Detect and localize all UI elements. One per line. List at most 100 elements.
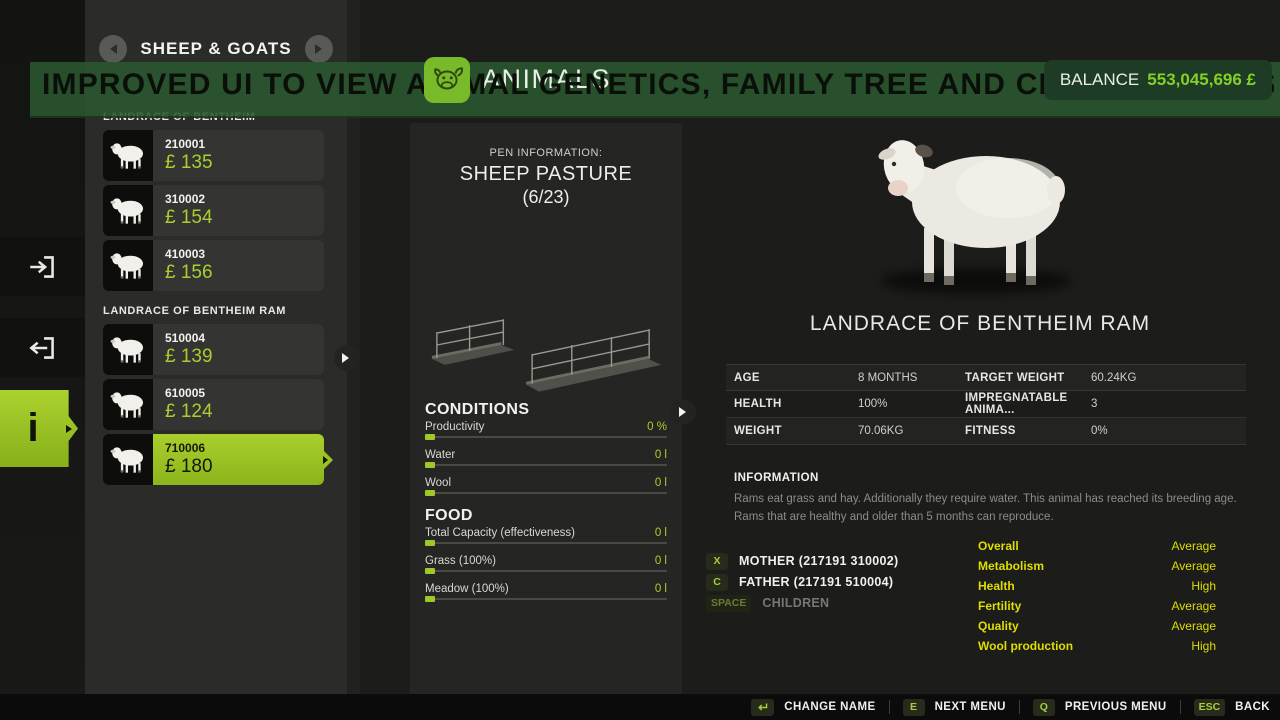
genetics-row: Metabolism Average <box>978 556 1216 576</box>
genetics-label: Metabolism <box>978 559 1045 573</box>
food-row: Meadow (100%) 0 l <box>425 583 667 609</box>
sheep-thumbnail-icon <box>103 130 153 181</box>
animal-list-item[interactable]: 510004 £ 139 <box>103 324 324 375</box>
genetics-row: Overall Average <box>978 536 1216 556</box>
sheep-thumbnail-icon <box>103 324 153 375</box>
genetics-value: High <box>1191 579 1216 593</box>
genetics-label: Fertility <box>978 599 1022 613</box>
food-value: 0 l <box>654 583 667 595</box>
animal-list-item[interactable]: 610005 £ 124 <box>103 379 324 430</box>
stat-label: FITNESS <box>965 425 1016 437</box>
genetics-value: High <box>1191 639 1216 653</box>
progress-bar <box>425 462 667 468</box>
genetics-label: Overall <box>978 539 1019 553</box>
animal-list-item-selected[interactable]: 710006 £ 180 <box>103 434 333 485</box>
animal-id: 310002 <box>165 192 206 206</box>
information-text: Rams eat grass and hay. Additionally the… <box>734 493 1237 524</box>
table-row: AGE 8 MONTHS TARGET WEIGHT 60.24KG <box>726 364 1246 391</box>
stat-label: WEIGHT <box>734 425 782 437</box>
progress-bar <box>425 596 667 602</box>
animal-list-item[interactable]: 310002 £ 154 <box>103 185 324 236</box>
move-animal-in-button[interactable] <box>0 237 85 296</box>
stat-label: IMPREGNATABLE ANIMA... <box>965 392 1068 416</box>
page-title: ANIMALS <box>482 64 612 94</box>
stat-value: 8 MONTHS <box>858 371 918 384</box>
pen-info-label: PEN INFORMATION: <box>489 147 603 159</box>
animal-stats-table: AGE 8 MONTHS TARGET WEIGHT 60.24KG HEALT… <box>726 364 1246 445</box>
progress-bar <box>425 434 667 440</box>
food-value: 0 l <box>654 555 667 567</box>
prev-category-button[interactable] <box>99 35 127 63</box>
arrow-into-bracket-icon <box>29 255 54 278</box>
sheep-thumbnail-icon <box>103 240 153 291</box>
divider <box>888 700 890 714</box>
key-space: SPACE <box>706 594 752 612</box>
category-title: SHEEP & GOATS <box>140 39 292 58</box>
stat-value: 70.06KG <box>858 425 904 437</box>
food-label: Meadow (100%) <box>425 583 509 595</box>
stat-label: AGE <box>734 371 760 384</box>
next-category-button[interactable] <box>304 35 333 63</box>
left-arrow-icon <box>109 44 117 54</box>
animal-list-item[interactable]: 210001 £ 135 <box>103 130 324 181</box>
pen-name: SHEEP PASTURE <box>459 163 633 185</box>
mother-shortcut[interactable]: X MOTHER (217191 310002) <box>706 551 898 571</box>
conditions-title: CONDITIONS <box>425 401 530 418</box>
divider <box>1179 700 1181 714</box>
balance-value: 553,045,696 £ <box>1147 70 1256 89</box>
next-menu-button[interactable]: E NEXT MENU <box>902 698 1006 716</box>
back-button[interactable]: ESC BACK <box>1193 698 1270 716</box>
animal-3d-image <box>878 140 1071 294</box>
food-row: Grass (100%) 0 l <box>425 555 667 581</box>
food-value: 0 l <box>654 527 667 539</box>
condition-label: Productivity <box>425 421 485 433</box>
panel-next-arrow-icon[interactable] <box>679 407 686 417</box>
animal-price: £ 154 <box>165 207 213 228</box>
food-label: Grass (100%) <box>425 555 496 567</box>
left-rail: i <box>0 0 85 720</box>
stat-value: 3 <box>1091 398 1098 410</box>
genetics-row: Wool production High <box>978 636 1216 656</box>
stat-value: 0% <box>1091 425 1108 437</box>
arrow-out-of-bracket-icon <box>28 336 54 359</box>
previous-menu-button[interactable]: Q PREVIOUS MENU <box>1032 698 1167 716</box>
genetics-panel: Overall Average Metabolism Average Health H… <box>978 536 1216 656</box>
animal-list-sidebar: SHEEP & GOATS LANDRACE OF BENTHEIM 21000… <box>85 0 360 720</box>
condition-label: Water <box>425 449 456 461</box>
condition-label: Wool <box>425 477 451 489</box>
group-label: LANDRACE OF BENTHEIM RAM <box>103 305 287 317</box>
genetics-label: Health <box>978 579 1015 593</box>
animal-price: £ 135 <box>165 152 213 173</box>
genetics-row: Health High <box>978 576 1216 596</box>
animal-id: 210001 <box>165 137 206 151</box>
previous-menu-label: PREVIOUS MENU <box>1064 701 1167 713</box>
key-c: C <box>706 573 728 591</box>
stat-label: HEALTH <box>734 398 782 410</box>
move-animal-out-button[interactable] <box>0 318 85 377</box>
change-name-button[interactable]: CHANGE NAME <box>751 698 876 716</box>
genetics-value: Average <box>1171 539 1216 553</box>
information-title: INFORMATION <box>734 472 819 484</box>
food-row: Total Capacity (effectiveness) 0 l <box>425 527 667 553</box>
animal-list-item[interactable]: 410003 £ 156 <box>103 240 324 291</box>
return-icon <box>751 698 775 716</box>
keybind-bar: CHANGE NAME E NEXT MENU Q PREVIOUS MENU … <box>0 694 1280 720</box>
key-e: E <box>902 698 925 716</box>
info-tab-arrow-icon <box>66 425 72 433</box>
children-shortcut: SPACE CHILDREN <box>706 593 898 613</box>
condition-value: 0 l <box>654 477 667 489</box>
children-label: CHILDREN <box>762 596 830 610</box>
key-esc: ESC <box>1193 698 1226 716</box>
father-label: FATHER (217191 510004) <box>739 575 894 589</box>
change-name-label: CHANGE NAME <box>784 701 876 713</box>
genetics-label: Quality <box>978 619 1019 633</box>
sheep-thumbnail-icon <box>103 434 153 485</box>
next-menu-label: NEXT MENU <box>934 701 1006 713</box>
pen-capacity: (6/23) <box>522 187 570 207</box>
info-tab-selected[interactable]: i <box>0 390 78 467</box>
genetics-value: Average <box>1171 599 1216 613</box>
sidebar-next-arrow-icon[interactable] <box>342 353 349 363</box>
sidebar-header: SHEEP & GOATS <box>85 34 347 64</box>
father-shortcut[interactable]: C FATHER (217191 510004) <box>706 572 898 592</box>
